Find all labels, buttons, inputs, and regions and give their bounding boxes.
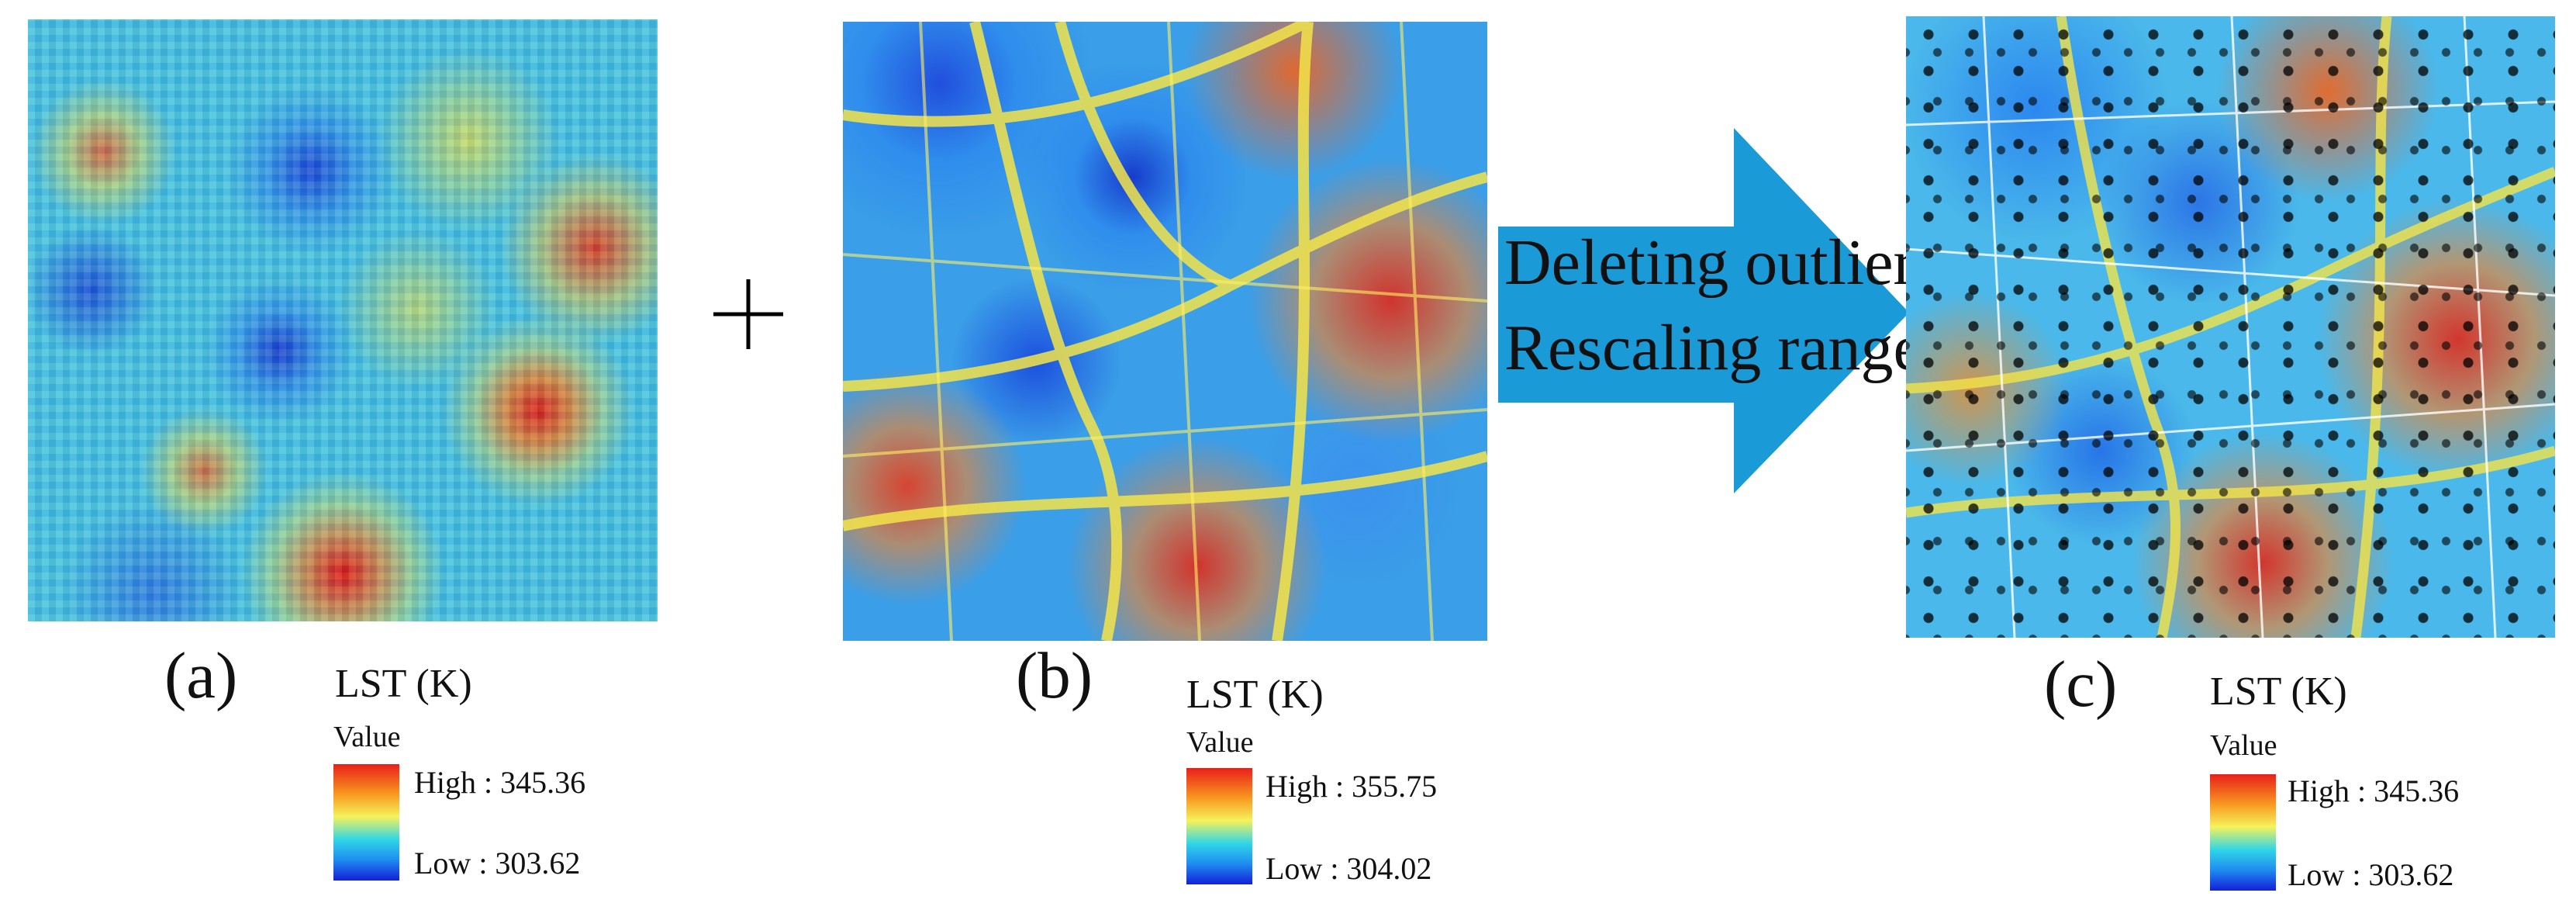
arrow-line: Deleting outliers <box>1504 227 1941 299</box>
legend-subtitle: Value <box>2210 729 2277 762</box>
legend-ramp <box>1186 768 1252 884</box>
legend-title: LST (K) <box>2210 670 2347 714</box>
legend-ramp <box>333 764 399 881</box>
legend-high: High : 345.36 <box>2288 773 2460 808</box>
legend-low: Low : 303.62 <box>2288 857 2454 892</box>
legend-low: Low : 304.02 <box>1266 851 1432 886</box>
plus-sign <box>713 279 783 349</box>
roads <box>843 22 1487 641</box>
map-b <box>843 22 1487 641</box>
legend-low: Low : 303.62 <box>414 846 581 881</box>
legend-high: High : 345.36 <box>414 765 586 800</box>
panel-label: (c) <box>2044 648 2118 721</box>
panel-label: (a) <box>164 639 238 712</box>
pixel-grid <box>28 19 658 621</box>
arrow-line: Rescaling range <box>1504 312 1922 384</box>
arrow <box>1498 128 1909 493</box>
map-a <box>28 19 658 621</box>
legend-subtitle: Value <box>333 721 401 753</box>
legend-title: LST (K) <box>335 662 472 706</box>
legend-high: High : 355.75 <box>1266 769 1438 804</box>
legend-title: LST (K) <box>1186 673 1324 717</box>
legend-subtitle: Value <box>1186 726 1254 759</box>
removed-pixels <box>1906 16 2555 638</box>
panel-label: (b) <box>1016 639 1093 712</box>
legend-ramp <box>2210 774 2276 891</box>
map-c <box>1906 16 2555 638</box>
